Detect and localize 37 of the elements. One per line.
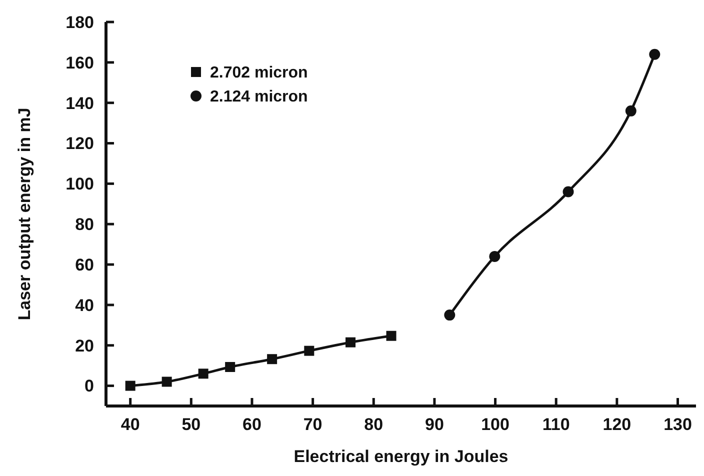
x-tick-label: 50 (182, 415, 201, 434)
point (386, 330, 396, 341)
point (304, 346, 314, 356)
point (125, 380, 136, 391)
y-tick-label: 80 (75, 215, 94, 234)
x-tick-label: 120 (602, 415, 632, 434)
x-tick-label: 80 (364, 415, 384, 434)
point (162, 376, 172, 387)
point (267, 354, 278, 364)
y-axis-title: Laser output energy in mJ (15, 108, 34, 320)
y-tick-label: 0 (84, 376, 94, 396)
y-tick-label: 40 (75, 296, 94, 315)
x-tick-label: 100 (481, 415, 510, 434)
point (225, 362, 236, 372)
point (346, 337, 356, 348)
y-tick-label: 160 (66, 53, 94, 72)
x-tick-label: 40 (120, 415, 140, 434)
legend-label: 2.702 micron (210, 64, 308, 82)
x-tick-label: 60 (242, 415, 262, 434)
y-tick-label: 180 (66, 12, 94, 32)
y-tick-label: 100 (66, 174, 94, 194)
y-tick-label: 60 (75, 255, 94, 274)
point (562, 186, 574, 198)
y-tick-label: 120 (66, 134, 94, 154)
point (198, 368, 208, 379)
x-tick-label: 90 (424, 415, 444, 434)
x-tick-label: 110 (542, 415, 570, 434)
x-axis-title: Electrical energy in Joules (294, 447, 508, 466)
x-tick-label: 70 (303, 415, 322, 434)
point (444, 310, 456, 321)
y-tick-label: 140 (66, 94, 94, 113)
y-tick-label: 20 (75, 336, 94, 356)
point (649, 48, 660, 60)
point (489, 250, 500, 262)
point (625, 105, 636, 116)
x-tick-label: 130 (664, 415, 692, 434)
legend-label: 2.124 micron (210, 88, 308, 106)
